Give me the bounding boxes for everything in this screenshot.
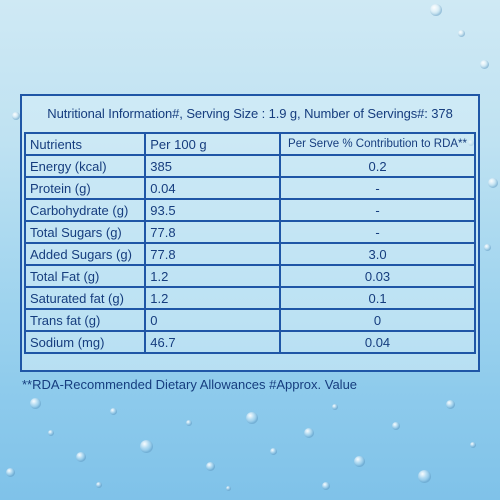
per-100g-value: 0 (144, 308, 282, 332)
table-row: Added Sugars (g) 77.8 3.0 (23, 242, 476, 266)
nutrient-name: Saturated fat (g) (23, 286, 147, 310)
table-row: Total Sugars (g) 77.8 - (23, 220, 476, 244)
per-100g-value: 385 (144, 154, 282, 178)
per-100g-value: 46.7 (144, 330, 282, 354)
nutrient-name: Total Sugars (g) (23, 220, 147, 244)
per-100g-value: 77.8 (144, 242, 282, 266)
rda-value: 0.2 (279, 154, 476, 178)
nutrient-name: Energy (kcal) (23, 154, 147, 178)
table-row: Saturated fat (g) 1.2 0.1 (23, 286, 476, 310)
header-nutrients: Nutrients (23, 132, 147, 156)
per-100g-value: 0.04 (144, 176, 282, 200)
per-100g-value: 77.8 (144, 220, 282, 244)
nutrient-name: Added Sugars (g) (23, 242, 147, 266)
table-row: Energy (kcal) 385 0.2 (23, 154, 476, 178)
nutrition-title: Nutritional Information#, Serving Size :… (47, 105, 453, 121)
nutrient-name: Carbohydrate (g) (23, 198, 147, 222)
rda-value: 0.04 (279, 330, 476, 354)
table-row: Sodium (mg) 46.7 0.04 (23, 330, 476, 354)
header-row: Nutrients Per 100 g Per Serve % Contribu… (23, 132, 476, 156)
rda-value: 3.0 (279, 242, 476, 266)
per-100g-value: 93.5 (144, 198, 282, 222)
rda-value: - (279, 176, 476, 200)
nutrient-name: Trans fat (g) (23, 308, 147, 332)
rda-value: 0.03 (279, 264, 476, 288)
nutrient-name: Protein (g) (23, 176, 147, 200)
table-row: Protein (g) 0.04 - (23, 176, 476, 200)
rda-value: - (279, 198, 476, 222)
rda-value: - (279, 220, 476, 244)
table-row: Carbohydrate (g) 93.5 - (23, 198, 476, 222)
nutrition-table: Nutrients Per 100 g Per Serve % Contribu… (23, 132, 476, 354)
rda-value: 0 (279, 308, 476, 332)
nutrient-name: Sodium (mg) (23, 330, 147, 354)
nutrient-name: Total Fat (g) (23, 264, 147, 288)
per-100g-value: 1.2 (144, 286, 282, 310)
rda-footnote: **RDA-Recommended Dietary Allowances #Ap… (22, 377, 358, 392)
header-per-100g: Per 100 g (144, 132, 282, 156)
table-row: Total Fat (g) 1.2 0.03 (23, 264, 476, 288)
rda-value: 0.1 (279, 286, 476, 310)
nutrition-panel: Nutritional Information#, Serving Size :… (20, 94, 480, 372)
table-row: Trans fat (g) 0 0 (23, 308, 476, 332)
header-rda-contribution: Per Serve % Contribution to RDA** (279, 132, 476, 156)
per-100g-value: 1.2 (144, 264, 282, 288)
